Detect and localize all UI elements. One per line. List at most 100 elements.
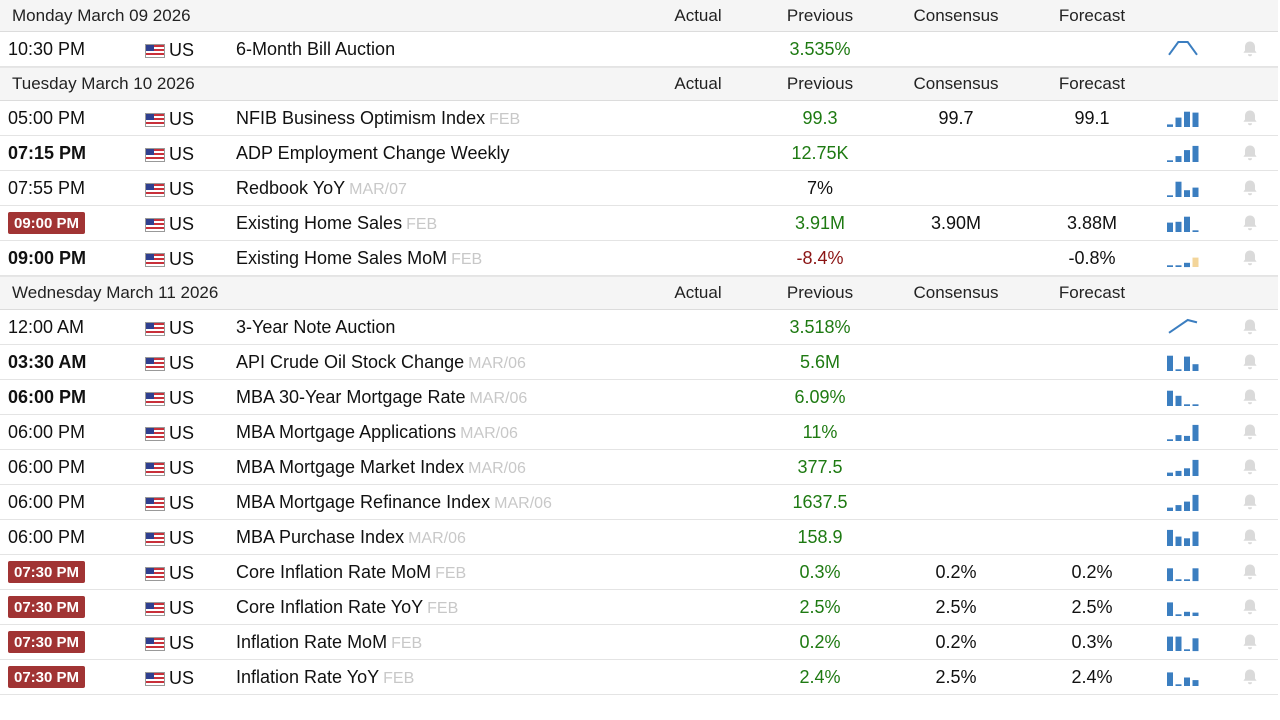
col-header-consensus[interactable]: Consensus	[913, 6, 999, 25]
bell-icon[interactable]	[1240, 527, 1260, 547]
event-row[interactable]: 10:30 PM US 6-Month Bill Auction 3.535%	[0, 32, 1278, 67]
event-name-link[interactable]: ADP Employment Change Weekly	[236, 143, 509, 164]
sparkline-bar	[1175, 470, 1182, 476]
event-country: US	[169, 109, 195, 129]
sparkline-bar	[1184, 190, 1190, 197]
col-header-previous[interactable]: Previous	[786, 74, 854, 93]
event-row[interactable]: 07:30 PM US Core Inflation Rate MoM FEB 0.3%…	[0, 555, 1278, 590]
event-row[interactable]: 03:30 AM US API Crude Oil Stock Change MAR/…	[0, 345, 1278, 380]
event-row[interactable]: 12:00 AM US 3-Year Note Auction 3.518%	[0, 310, 1278, 345]
event-row[interactable]: 07:15 PM US ADP Employment Change Weekly 12…	[0, 136, 1278, 171]
bell-icon[interactable]	[1240, 317, 1260, 337]
event-country: US	[169, 528, 195, 548]
col-header-consensus[interactable]: Consensus	[913, 74, 999, 93]
event-name-link[interactable]: Existing Home Sales MoM FEB	[236, 248, 482, 269]
bell-icon[interactable]	[1240, 213, 1260, 233]
event-row[interactable]: 06:00 PM US MBA Purchase Index MAR/06 158.9	[0, 520, 1278, 555]
event-name-link[interactable]: Inflation Rate YoY FEB	[236, 667, 414, 688]
event-name-link[interactable]: MBA 30-Year Mortgage Rate MAR/06	[236, 387, 527, 408]
col-header-forecast[interactable]: Forecast	[1058, 283, 1126, 302]
event-row[interactable]: 09:00 PM US Existing Home Sales MoM FEB -8.4…	[0, 241, 1278, 276]
event-name-link[interactable]: 6-Month Bill Auction	[236, 39, 395, 60]
bell-icon[interactable]	[1240, 387, 1260, 407]
event-reference-period: FEB	[427, 600, 459, 617]
bell-icon[interactable]	[1240, 352, 1260, 372]
event-name-link[interactable]: MBA Mortgage Market Index MAR/06	[236, 457, 526, 478]
event-name: 3-Year Note Auction	[236, 317, 396, 337]
event-name-link[interactable]: Existing Home Sales FEB	[236, 213, 437, 234]
event-row[interactable]: 09:00 PM US Existing Home Sales FEB 3.91M 3.9…	[0, 206, 1278, 241]
bell-icon[interactable]	[1240, 597, 1260, 617]
event-row[interactable]: 06:00 PM US MBA Mortgage Applications MAR/0…	[0, 415, 1278, 450]
event-row[interactable]: 07:30 PM US Core Inflation Rate YoY FEB 2.5%…	[0, 590, 1278, 625]
sparkline-svg	[1168, 41, 1198, 56]
us-flag-icon	[145, 637, 165, 651]
col-header-forecast[interactable]: Forecast	[1058, 74, 1126, 93]
event-row[interactable]: 05:00 PM US NFIB Business Optimism Index FE…	[0, 101, 1278, 136]
event-reference-period: FEB	[451, 251, 483, 268]
sparkline-line	[1168, 318, 1198, 334]
sparkline-bar	[1184, 262, 1190, 268]
event-name-link[interactable]: Redbook YoY MAR/07	[236, 178, 407, 199]
col-header-actual[interactable]: Actual	[674, 283, 722, 302]
event-name-link[interactable]: MBA Mortgage Refinance Index MAR/06	[236, 492, 552, 513]
event-row[interactable]: 07:30 PM US Inflation Rate YoY FEB 2.4% 2.5% 2…	[0, 660, 1278, 695]
event-name-link[interactable]: API Crude Oil Stock Change MAR/06	[236, 352, 526, 373]
event-name-link[interactable]: 3-Year Note Auction	[236, 317, 395, 338]
event-country: US	[169, 493, 195, 513]
sparkline-bar	[1192, 404, 1199, 406]
event-name: MBA Mortgage Market Index	[236, 457, 465, 477]
event-row[interactable]: 07:30 PM US Inflation Rate MoM FEB 0.2% 0.2% 0…	[0, 625, 1278, 660]
event-time: 07:15 PM	[8, 143, 87, 163]
sparkline-chart	[1165, 561, 1201, 583]
event-name-link[interactable]: Inflation Rate MoM FEB	[236, 632, 422, 653]
sparkline-svg	[1167, 181, 1199, 197]
sparkline-chart	[1165, 526, 1201, 548]
sparkline-bar	[1167, 636, 1173, 651]
bell-icon[interactable]	[1240, 492, 1260, 512]
bell-icon[interactable]	[1240, 457, 1260, 477]
col-header-actual[interactable]: Actual	[674, 74, 722, 93]
bell-icon[interactable]	[1240, 632, 1260, 652]
bell-icon[interactable]	[1240, 108, 1260, 128]
sparkline-svg	[1167, 568, 1199, 582]
us-flag-icon	[145, 218, 165, 232]
bell-icon[interactable]	[1240, 422, 1260, 442]
event-name-link[interactable]: Core Inflation Rate MoM FEB	[236, 562, 466, 583]
bell-icon[interactable]	[1240, 39, 1260, 59]
event-name-link[interactable]: MBA Purchase Index MAR/06	[236, 527, 466, 548]
event-row[interactable]: 06:00 PM US MBA 30-Year Mortgage Rate MAR/0…	[0, 380, 1278, 415]
col-header-previous[interactable]: Previous	[786, 6, 854, 25]
event-name-link[interactable]: Core Inflation Rate YoY FEB	[236, 597, 458, 618]
sparkline-bar	[1184, 611, 1190, 617]
sparkline-chart	[1165, 386, 1201, 408]
event-reference-period: FEB	[383, 670, 415, 687]
previous-value: 12.75K	[791, 143, 849, 163]
event-name: API Crude Oil Stock Change	[236, 352, 465, 372]
col-header-forecast[interactable]: Forecast	[1058, 6, 1126, 25]
col-header-actual[interactable]: Actual	[674, 6, 722, 25]
sparkline-bar	[1175, 395, 1182, 406]
bell-icon[interactable]	[1240, 143, 1260, 163]
bell-icon[interactable]	[1240, 248, 1260, 268]
previous-value: 377.5	[797, 457, 843, 477]
sparkline-bar	[1167, 355, 1173, 371]
event-row[interactable]: 06:00 PM US MBA Mortgage Refinance Index MA…	[0, 485, 1278, 520]
event-row[interactable]: 07:55 PM US Redbook YoY MAR/07 7%	[0, 171, 1278, 206]
col-header-previous[interactable]: Previous	[786, 283, 854, 302]
bell-icon[interactable]	[1240, 562, 1260, 582]
sparkline-bar	[1175, 435, 1182, 441]
event-row[interactable]: 06:00 PM US MBA Mortgage Market Index MAR/0…	[0, 450, 1278, 485]
event-name: Core Inflation Rate YoY	[236, 597, 424, 617]
day-header: Tuesday March 10 2026 Actual Previous Conse…	[0, 67, 1278, 101]
event-name-link[interactable]: NFIB Business Optimism Index FEB	[236, 108, 520, 129]
event-name-link[interactable]: MBA Mortgage Applications MAR/06	[236, 422, 518, 443]
bell-icon[interactable]	[1240, 667, 1260, 687]
sparkline-bar	[1184, 111, 1190, 127]
bell-icon[interactable]	[1240, 178, 1260, 198]
col-header-consensus[interactable]: Consensus	[913, 283, 999, 302]
sparkline-bar	[1167, 124, 1173, 127]
us-flag-icon	[145, 462, 165, 476]
sparkline-bar	[1192, 531, 1199, 546]
us-flag-icon	[145, 427, 165, 441]
